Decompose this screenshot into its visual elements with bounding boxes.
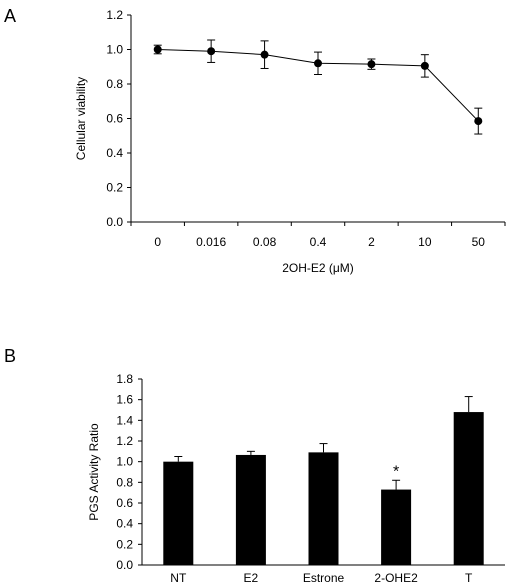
chart-b-pgs-activity: 0.0 0.2 0.4 0.6 0.8 1.0 1.2 1.4 1.6 1.8 NT E2 Estron… (87, 372, 505, 585)
y-tick-label: 0.2 (106, 181, 123, 195)
significance-marker: * (393, 463, 399, 480)
x-tick-label: 2-OHE2 (374, 571, 418, 585)
y-tick-label: 1.2 (106, 8, 123, 22)
y-tick-label: 1.6 (116, 393, 133, 407)
x-tick-label: Estrone (303, 571, 345, 585)
x-tick-label: 0.016 (196, 235, 226, 249)
y-axis-label: Cellular viability (74, 77, 88, 160)
y-tick-label: 0.6 (116, 496, 133, 510)
bar-e2 (235, 454, 266, 565)
y-tick-label: 1.0 (116, 455, 133, 469)
data-point (207, 47, 216, 56)
y-tick-label: 1.4 (116, 413, 133, 427)
y-tick-label: 0.4 (106, 146, 123, 160)
y-tick-label: 1.0 (106, 43, 123, 57)
data-point (474, 117, 483, 126)
x-axis-label: 2OH-E2 (μM) (282, 261, 354, 275)
bar-nt (163, 461, 194, 565)
data-point (260, 50, 269, 59)
x-tick-label: 10 (418, 235, 432, 249)
y-tick-label: 0.6 (106, 112, 123, 126)
y-tick-label: 0.4 (116, 517, 133, 531)
x-tick-label: NT (170, 571, 187, 585)
x-tick-label: 2 (368, 235, 375, 249)
x-tick-label: E2 (244, 571, 259, 585)
data-point (314, 59, 322, 68)
y-tick-label: 0.8 (116, 475, 133, 489)
x-tick-label: 50 (472, 235, 486, 249)
y-axis-label: PGS Activity Ratio (87, 423, 101, 521)
panel-b-label: B (4, 346, 16, 366)
panel-a-label: A (4, 6, 16, 26)
bar-t (453, 412, 484, 565)
data-point (153, 45, 162, 54)
y-tick-label: 1.2 (116, 434, 133, 448)
data-point (367, 60, 376, 69)
x-tick-label: 0.4 (310, 235, 327, 249)
y-tick-label: 0.8 (106, 77, 123, 91)
y-tick-label: 0.0 (106, 215, 123, 229)
bar-estrone (308, 452, 339, 565)
x-tick-label: T (465, 571, 473, 585)
data-point (420, 61, 429, 70)
x-tick-label: 0 (154, 235, 161, 249)
chart-a-viability: 0.0 0.2 0.4 0.6 0.8 1.0 1.2 0 0.016 0.08 0.4 2 10 50 C… (74, 8, 506, 275)
y-tick-label: 0.2 (116, 537, 133, 551)
y-tick-label: 0.0 (116, 558, 133, 572)
bar-2-ohe2 (381, 489, 412, 565)
y-tick-label: 1.8 (116, 372, 133, 386)
x-tick-label: 0.08 (253, 235, 277, 249)
